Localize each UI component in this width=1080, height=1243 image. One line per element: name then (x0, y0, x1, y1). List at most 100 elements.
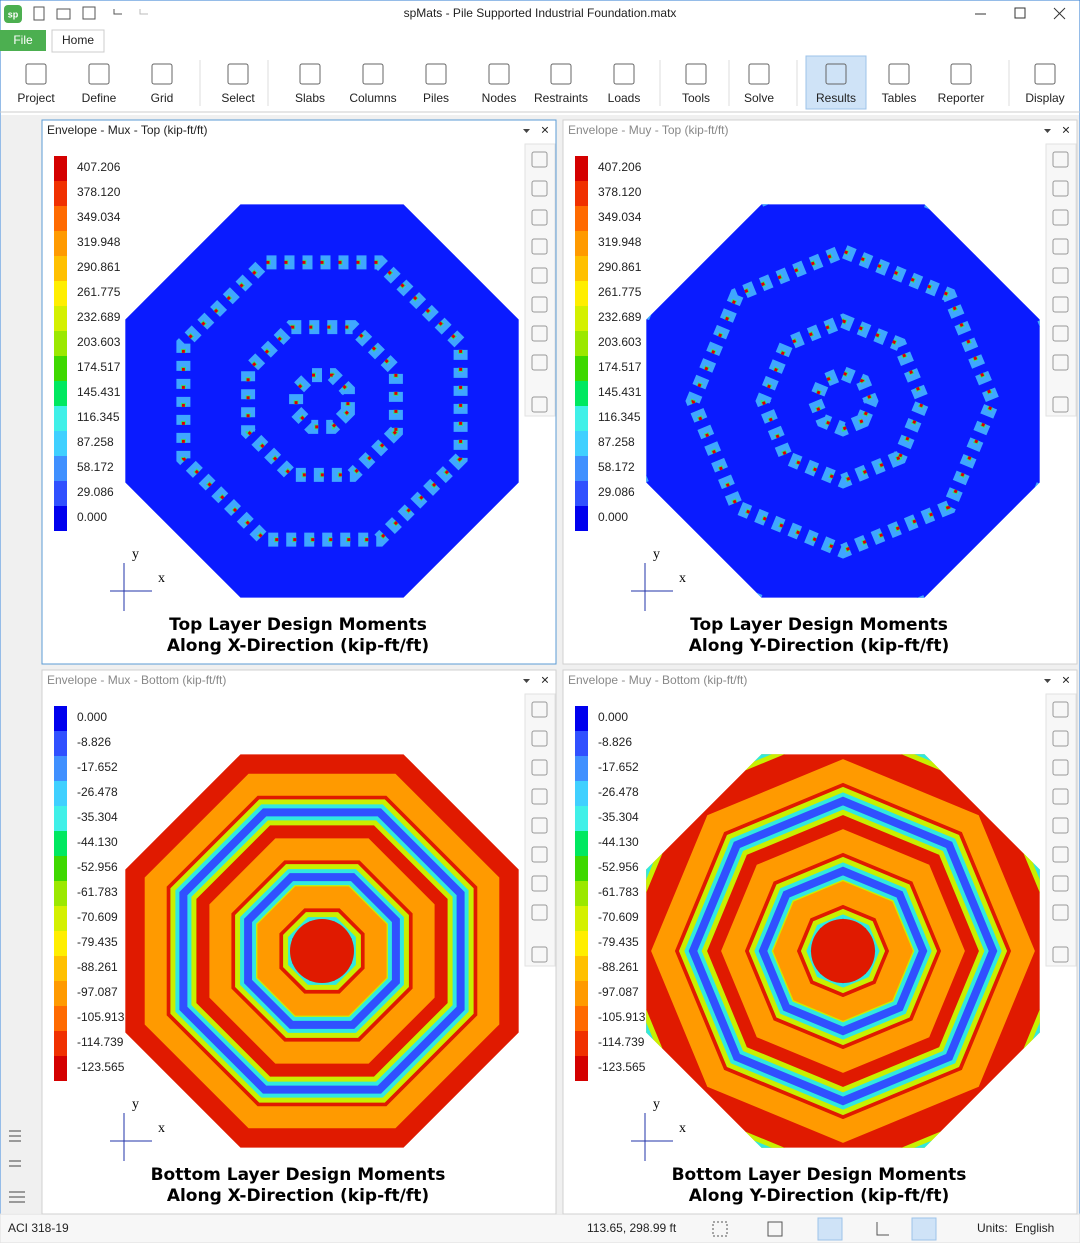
view-tool[interactable] (531, 730, 548, 747)
panel-menu[interactable] (1044, 679, 1051, 683)
ring (721, 829, 965, 1073)
legend-swatch (54, 756, 67, 781)
view-tool[interactable] (1052, 904, 1069, 921)
sidebar-icons[interactable] (9, 1130, 25, 1203)
view-tool[interactable] (531, 296, 548, 313)
legend-label: -52.956 (598, 860, 639, 874)
ribbon-button[interactable]: Select (221, 91, 255, 105)
view-tool[interactable] (1052, 296, 1069, 313)
axis-x: x (679, 571, 686, 586)
view-tool[interactable] (531, 701, 548, 718)
legend-label: 290.861 (77, 260, 121, 274)
view-tool[interactable] (1052, 180, 1069, 197)
ribbon-button[interactable]: Display (1025, 91, 1064, 105)
view-tool[interactable] (531, 151, 548, 168)
legend-label: 0.000 (77, 510, 107, 524)
view-tool[interactable] (1052, 875, 1069, 892)
panel-menu[interactable] (1044, 129, 1051, 133)
ribbon-button[interactable]: Nodes (482, 91, 517, 105)
view-tool[interactable] (1052, 209, 1069, 226)
view-tool[interactable] (1052, 759, 1069, 776)
ribbon-button[interactable]: Results (816, 91, 856, 105)
view-tool[interactable] (1052, 396, 1069, 413)
ribbon-button[interactable]: Slabs (295, 91, 325, 105)
panel-menu[interactable] (523, 679, 530, 683)
panel-title: Envelope - Muy - Top (kip-ft/ft) (568, 123, 729, 137)
ribbon-tab[interactable]: Home (62, 33, 94, 47)
ribbon-button[interactable]: Restraints (534, 91, 588, 105)
view-tool[interactable] (531, 788, 548, 805)
panel-close[interactable]: × (541, 122, 549, 138)
units-value[interactable]: English (1015, 1221, 1054, 1235)
legend-swatch (575, 231, 588, 256)
view-tool[interactable] (531, 817, 548, 834)
ribbon-button[interactable]: Piles (423, 91, 449, 105)
legend-swatch (575, 931, 588, 956)
ribbon-button[interactable]: Reporter (938, 91, 985, 105)
ribbon-button[interactable]: Columns (349, 91, 396, 105)
ribbon-icon (825, 63, 847, 85)
ribbon-button[interactable]: Project (17, 91, 55, 105)
legend-label: 174.517 (598, 360, 642, 374)
view-tool[interactable] (1052, 701, 1069, 718)
legend-label: -88.261 (598, 960, 639, 974)
legend-swatch (54, 1006, 67, 1031)
view-tool[interactable] (531, 209, 548, 226)
status-bar (0, 1213, 1080, 1243)
view-tool[interactable] (1052, 267, 1069, 284)
view-tool[interactable] (531, 759, 548, 776)
view-tool[interactable] (1052, 238, 1069, 255)
view-tool[interactable] (531, 238, 548, 255)
panel-menu[interactable] (523, 129, 530, 133)
view-tool[interactable] (1052, 788, 1069, 805)
ribbon-button[interactable]: Tools (682, 91, 710, 105)
ribbon-button[interactable]: Loads (608, 91, 641, 105)
window-title: spMats - Pile Supported Industrial Found… (404, 6, 677, 20)
legend-label: -105.913 (77, 1010, 125, 1024)
view-tool[interactable] (1052, 817, 1069, 834)
view-tool[interactable] (531, 354, 548, 371)
legend-label: 29.086 (77, 485, 114, 499)
view-tool[interactable] (1052, 354, 1069, 371)
legend-swatch (54, 506, 67, 531)
legend-swatch (575, 506, 588, 531)
view-tool[interactable] (531, 846, 548, 863)
view-tool[interactable] (531, 875, 548, 892)
ribbon-button[interactable]: Solve (744, 91, 774, 105)
legend-label: 203.603 (77, 335, 121, 349)
view-tool[interactable] (1052, 151, 1069, 168)
view-tool[interactable] (531, 946, 548, 963)
view-tool[interactable] (531, 267, 548, 284)
legend-swatch (54, 781, 67, 806)
view-tool[interactable] (1052, 946, 1069, 963)
axis-x: x (158, 1121, 165, 1136)
ring (755, 313, 931, 489)
legend-label: 319.948 (77, 235, 121, 249)
window-controls[interactable] (975, 7, 1066, 20)
legend-label: -35.304 (77, 810, 118, 824)
view-tool[interactable] (1052, 846, 1069, 863)
ribbon-tab[interactable]: File (13, 33, 33, 47)
panel-close[interactable]: × (541, 672, 549, 688)
view-tool[interactable] (1052, 325, 1069, 342)
legend-label: -44.130 (598, 835, 639, 849)
legend-swatch (575, 981, 588, 1006)
legend-swatch (575, 356, 588, 381)
view-tool[interactable] (531, 180, 548, 197)
ring (209, 838, 435, 1064)
panel-close[interactable]: × (1062, 122, 1070, 138)
ribbon-button[interactable]: Tables (882, 91, 917, 105)
legend-label: -105.913 (598, 1010, 646, 1024)
view-tool[interactable] (531, 904, 548, 921)
ribbon-button[interactable]: Define (82, 91, 117, 105)
status-icons[interactable] (712, 1217, 937, 1241)
panel-close[interactable]: × (1062, 672, 1070, 688)
view-tool[interactable] (531, 325, 548, 342)
legend-label: -97.087 (77, 985, 118, 999)
view-tool[interactable] (531, 396, 548, 413)
ribbon-button[interactable]: Grid (151, 91, 174, 105)
view-tool[interactable] (1052, 730, 1069, 747)
quick-access[interactable] (33, 6, 148, 21)
legend-label: 116.345 (598, 410, 641, 424)
ribbon-icon (950, 63, 972, 85)
